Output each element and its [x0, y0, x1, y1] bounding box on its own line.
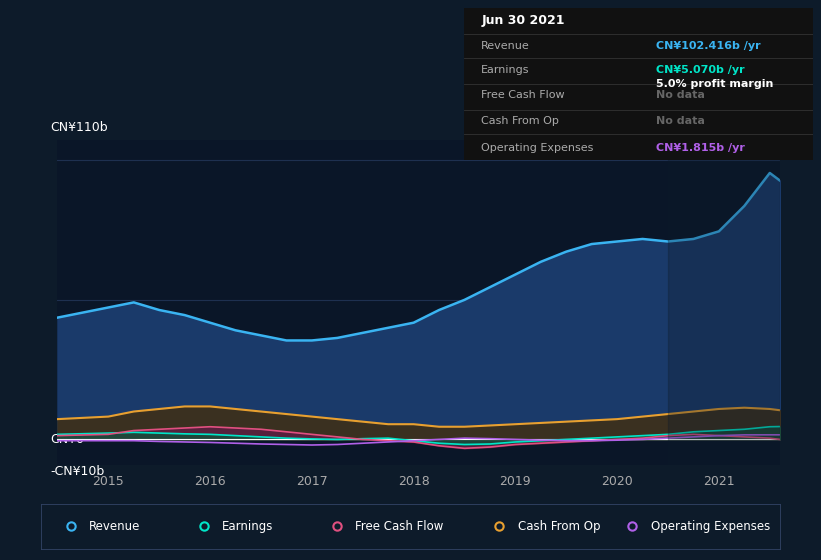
Text: -CN¥10b: -CN¥10b: [50, 465, 104, 478]
Text: Earnings: Earnings: [222, 520, 273, 533]
Text: No data: No data: [656, 90, 704, 100]
Bar: [668, 140, 780, 465]
Text: Revenue: Revenue: [481, 41, 530, 51]
Text: CN¥110b: CN¥110b: [50, 120, 108, 133]
Text: CN¥0: CN¥0: [50, 433, 85, 446]
Text: CN¥5.070b /yr: CN¥5.070b /yr: [656, 66, 745, 76]
Text: Revenue: Revenue: [89, 520, 140, 533]
Text: Earnings: Earnings: [481, 66, 530, 76]
Text: Operating Expenses: Operating Expenses: [651, 520, 770, 533]
Text: Cash From Op: Cash From Op: [481, 116, 559, 126]
Text: Free Cash Flow: Free Cash Flow: [355, 520, 443, 533]
Text: No data: No data: [656, 116, 704, 126]
Text: Operating Expenses: Operating Expenses: [481, 142, 594, 152]
Text: Jun 30 2021: Jun 30 2021: [481, 14, 565, 27]
Text: 5.0% profit margin: 5.0% profit margin: [656, 79, 773, 89]
Text: CN¥102.416b /yr: CN¥102.416b /yr: [656, 41, 760, 51]
Text: Free Cash Flow: Free Cash Flow: [481, 90, 565, 100]
Text: CN¥1.815b /yr: CN¥1.815b /yr: [656, 142, 745, 152]
Text: Cash From Op: Cash From Op: [518, 520, 600, 533]
